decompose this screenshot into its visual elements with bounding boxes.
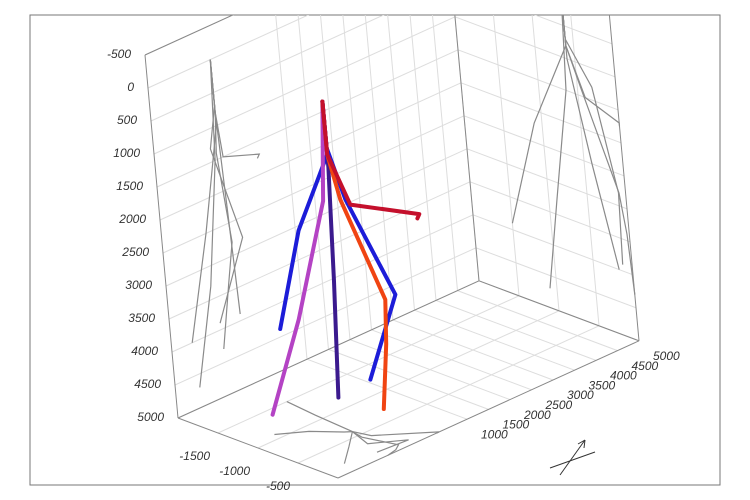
x-tick-label: -1000 [219,464,250,478]
grid-line [319,15,351,340]
grid-line [165,148,468,287]
grid-line [147,15,310,89]
z-tick-label: 4500 [134,377,161,391]
grid-line [153,16,456,155]
well-projection [352,431,409,453]
well-projection [343,431,353,464]
z-tick-label: 4000 [131,344,158,358]
grid-line [171,214,474,353]
grid-line [392,319,554,381]
grid-line [349,339,511,401]
z-tick-label: 1000 [113,146,140,160]
z-tick-label: 2000 [118,212,146,226]
well-path [270,99,326,417]
grid-line [533,15,613,45]
grid-line [457,49,619,111]
grid-line [449,0,609,11]
grid-line [150,15,385,122]
z-tick-label: 500 [117,113,137,127]
well-projection [274,430,353,436]
box-edge [144,54,179,419]
grid-line [570,15,600,326]
frame [29,14,721,486]
y-tick-label: 1000 [481,427,508,441]
grid-line [435,299,597,361]
well-projection [209,59,261,159]
well-projection [352,431,400,456]
grid-line [409,15,437,301]
grid-line [328,348,489,410]
grid-line [387,15,415,311]
grid-line [342,15,372,330]
z-tick-label: 3000 [125,278,152,292]
y-tick-label: 2500 [545,398,573,412]
well-projection [549,15,567,289]
z-tick-label: 0 [127,80,134,94]
grid-line [454,16,616,78]
x-tick-label: -1500 [179,449,210,463]
grid-line [306,358,468,420]
well-path [320,99,422,221]
grid-line [168,181,471,320]
grid-line [156,49,459,188]
well-projection [199,59,216,388]
grid-line [414,309,575,371]
grid-line [460,82,622,144]
box-edge [454,15,480,281]
x-tick-label: -500 [266,479,290,493]
box-edge [478,280,640,342]
z-tick-label: 3500 [128,311,155,325]
box-edge [177,417,339,479]
grid-line [463,115,625,177]
grid-line [159,82,462,221]
well-projection [352,431,440,437]
grid-line [469,181,631,243]
y-tick-label: 2000 [523,408,551,422]
z-tick-label: -500 [107,47,131,61]
plot-area [144,0,640,479]
grid-line [431,15,458,291]
well-projection [286,401,353,433]
north-arrow [549,439,596,476]
grid-line [364,15,394,321]
grid-line [475,247,637,309]
z-tick-label: 2500 [121,245,149,259]
y-tick-label: 1500 [503,418,530,432]
grid-line [174,247,477,386]
y-tick-label: 3000 [567,388,594,402]
grid-line [371,329,532,391]
grid-line [466,148,628,210]
y-tick-label: 5000 [653,349,680,363]
well-projection [562,15,621,127]
grid-line [492,15,520,296]
y-tick-label: 4000 [610,369,637,383]
y-tick-label: 3500 [589,378,616,392]
grid-line [457,290,618,352]
grid-line [297,15,329,350]
box-edge [177,280,480,419]
y-tick-label: 4500 [632,359,659,373]
box-edge [144,15,234,56]
z-tick-label: 5000 [137,410,164,424]
z-tick-label: 1500 [116,179,143,193]
